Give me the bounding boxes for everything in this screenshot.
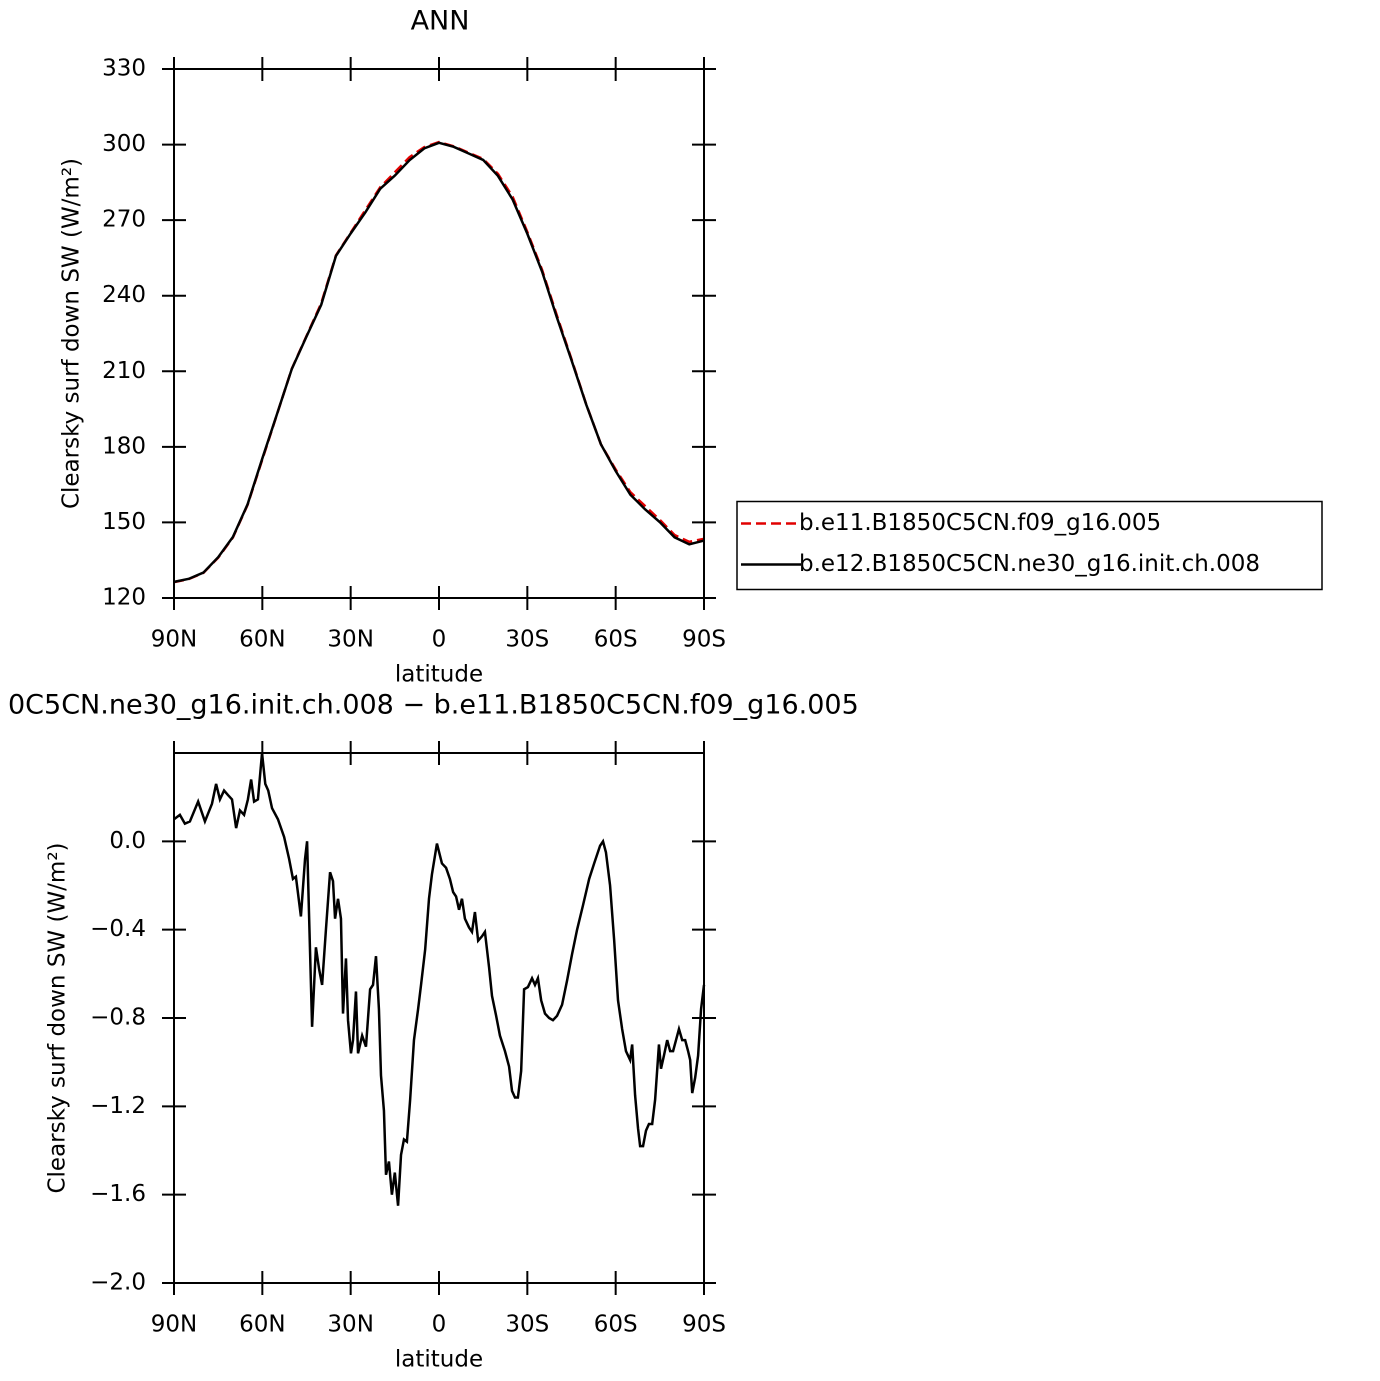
y-tick-label: 210 bbox=[102, 358, 146, 384]
y-tick-label: −2.0 bbox=[90, 1270, 146, 1296]
data-line bbox=[173, 140, 705, 584]
x-tick-label: 90N bbox=[151, 627, 197, 653]
x-tick-label: 0 bbox=[432, 1312, 447, 1338]
legend-box bbox=[736, 500, 1323, 591]
y-tick-label: 180 bbox=[102, 433, 146, 459]
plot-frame bbox=[173, 752, 705, 1284]
x-tick-label: 30S bbox=[505, 627, 549, 653]
x-tick-label: 60S bbox=[594, 627, 638, 653]
x-tick-label: 60S bbox=[594, 1312, 638, 1338]
x-tick-label: 60N bbox=[239, 627, 285, 653]
y-tick-label: 240 bbox=[102, 282, 146, 308]
y-tick-label: 330 bbox=[102, 56, 146, 82]
x-tick-label: 30S bbox=[505, 1312, 549, 1338]
x-tick-label: 60N bbox=[239, 1312, 285, 1338]
y-tick-label: −0.4 bbox=[90, 916, 146, 942]
plot-frame bbox=[173, 68, 705, 599]
y-tick-label: 270 bbox=[102, 207, 146, 233]
data-line bbox=[173, 141, 705, 584]
x-tick-label: 30N bbox=[327, 627, 373, 653]
x-axis-label: latitude bbox=[395, 662, 483, 688]
data-line bbox=[173, 752, 706, 1206]
legend-label: b.e12.B1850C5CN.ne30_g16.init.ch.008 bbox=[799, 551, 1260, 577]
y-axis-label: Clearsky surf down SW (W/m²) bbox=[45, 842, 71, 1193]
x-tick-label: 90S bbox=[682, 627, 726, 653]
y-tick-label: −0.8 bbox=[90, 1005, 146, 1031]
legend-label: b.e11.B1850C5CN.f09_g16.005 bbox=[799, 510, 1161, 536]
x-tick-label: 90N bbox=[151, 1312, 197, 1338]
y-tick-label: 150 bbox=[102, 509, 146, 535]
x-tick-label: 90S bbox=[682, 1312, 726, 1338]
x-axis-label: latitude bbox=[395, 1347, 483, 1373]
chart-title: ANN bbox=[411, 6, 470, 37]
y-axis-label: Clearsky surf down SW (W/m²) bbox=[59, 158, 85, 509]
y-tick-label: 0.0 bbox=[109, 828, 146, 854]
x-tick-label: 30N bbox=[327, 1312, 373, 1338]
y-tick-label: 120 bbox=[102, 585, 146, 611]
x-tick-label: 0 bbox=[432, 627, 447, 653]
y-tick-label: −1.2 bbox=[90, 1093, 146, 1119]
chart-title: 0C5CN.ne30_g16.init.ch.008 − b.e11.B1850… bbox=[8, 690, 859, 721]
y-tick-label: −1.6 bbox=[90, 1181, 146, 1207]
y-tick-label: 300 bbox=[102, 131, 146, 157]
